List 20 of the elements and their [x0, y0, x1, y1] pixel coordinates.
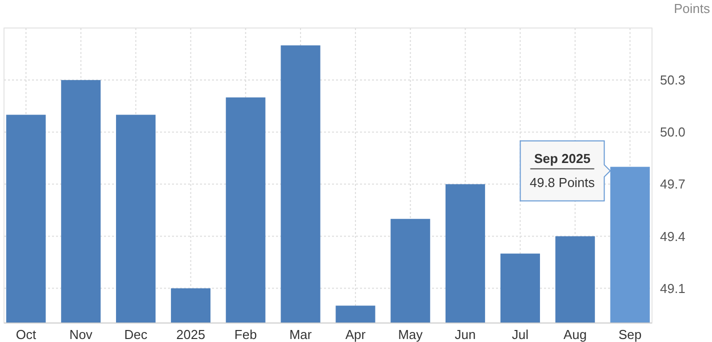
x-tick-label: Apr [345, 327, 366, 342]
x-tick-label: 2025 [176, 327, 206, 342]
y-tick-label: 50.0 [660, 124, 686, 140]
y-tick-label: 50.3 [660, 72, 686, 88]
x-tick-label: Oct [16, 327, 36, 342]
x-tick-label: Aug [564, 327, 587, 342]
x-tick-label: Dec [124, 327, 148, 342]
y-tick-label: 49.1 [660, 280, 686, 296]
x-tick-label: Mar [289, 327, 312, 342]
x-tick-label: Jun [454, 327, 476, 342]
x-tick-label: Jul [512, 327, 529, 342]
annotation: 49.8 Points [530, 174, 596, 190]
x-tick-label: May [398, 327, 424, 342]
y-tick-label: 49.7 [660, 176, 686, 192]
x-tick-label: Feb [234, 327, 257, 342]
x-tick-label: Sep [618, 327, 642, 342]
annotation: Sep 2025 [534, 150, 590, 166]
x-tick-label: Nov [69, 327, 93, 342]
y-tick-label: 49.4 [660, 228, 686, 244]
y-axis-title: Points [674, 1, 710, 16]
